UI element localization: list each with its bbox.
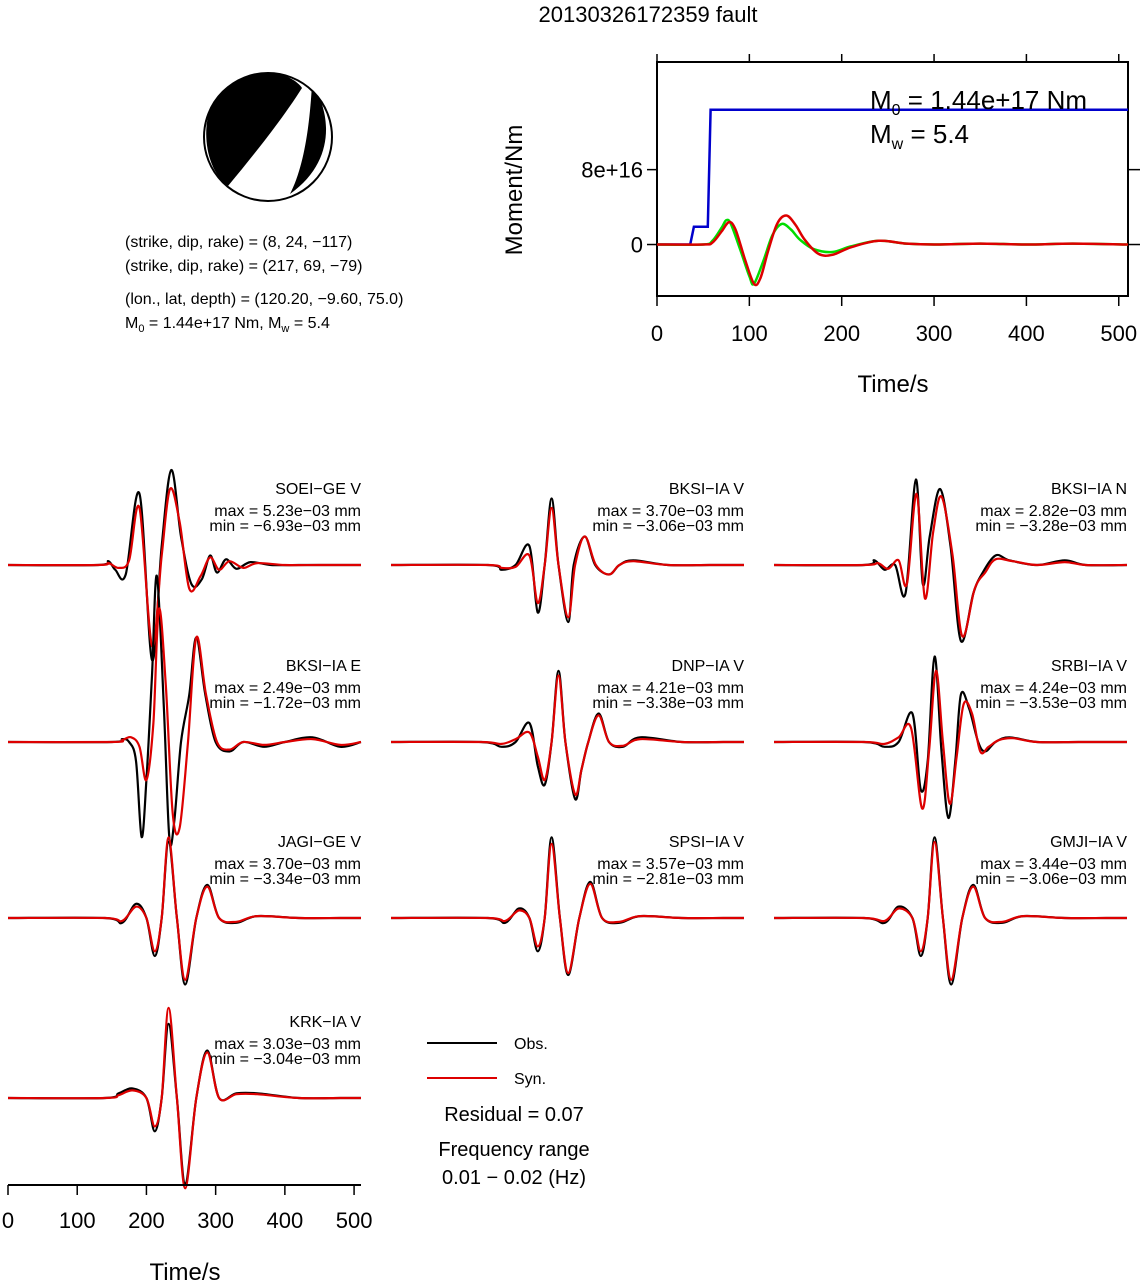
- figure-title: 20130326172359 fault: [539, 2, 758, 27]
- moment-xtick-label: 100: [731, 321, 768, 346]
- synthetic-trace: [390, 674, 744, 797]
- info-line-nodal-plane-2: (strike, dip, rake) = (217, 69, −79): [125, 258, 362, 275]
- synthetic-trace: [7, 1006, 361, 1190]
- station-max: max = 3.57e−03 mm: [597, 856, 744, 873]
- moment-ytick-label: 0: [631, 233, 643, 258]
- moment-box-m0: M0 = 1.44e+17 Nm: [870, 85, 1087, 119]
- waveform-xtick-label: 400: [267, 1208, 304, 1233]
- station-max: max = 2.82e−03 mm: [980, 503, 1127, 520]
- moment-xlabel: Time/s: [857, 371, 928, 398]
- moment-rate-line-green: [656, 218, 1129, 286]
- waveform-xtick-label: 500: [336, 1208, 373, 1233]
- moment-xtick-label: 400: [1008, 321, 1045, 346]
- legend: Obs. Syn. Residual = 0.07 Frequency rang…: [427, 1036, 590, 1189]
- moment-ytick-label: 8e+16: [581, 158, 643, 183]
- station-min: min = −3.28e−03 mm: [975, 518, 1127, 535]
- station-max: max = 4.24e−03 mm: [980, 680, 1127, 697]
- station-min: min = −3.38e−03 mm: [592, 695, 744, 712]
- station-name: SOEI−GE V: [275, 481, 361, 498]
- station-name: BKSI−IA V: [669, 481, 744, 498]
- station-min: min = −2.81e−03 mm: [592, 871, 744, 888]
- info-line-location: (lon., lat, depth) = (120.20, −9.60, 75.…: [125, 291, 403, 308]
- legend-obs-label: Obs.: [514, 1036, 548, 1053]
- legend-syn-label: Syn.: [514, 1071, 546, 1088]
- station-name: SRBI−IA V: [1051, 658, 1127, 675]
- station-min: min = −6.93e−03 mm: [209, 518, 361, 535]
- station-max: max = 2.49e−03 mm: [214, 680, 361, 697]
- moment-chart-frame: [656, 61, 1129, 297]
- station-name: JAGI−GE V: [278, 834, 361, 851]
- beachball-compressional-quadrant: [290, 84, 327, 194]
- station-max: max = 3.70e−03 mm: [214, 856, 361, 873]
- station-min: min = −3.04e−03 mm: [209, 1051, 361, 1068]
- moment-chart-series: [656, 108, 1129, 287]
- station-max: max = 3.44e−03 mm: [980, 856, 1127, 873]
- beachball-outline: [203, 72, 333, 202]
- moment-xtick-label: 200: [823, 321, 860, 346]
- moment-rate-line-red: [656, 214, 1129, 287]
- waveform-xtick-label: 0: [2, 1208, 14, 1233]
- focal-mechanism-beachball: [203, 72, 333, 202]
- beachball-compressional-quadrant: [206, 73, 302, 186]
- synthetic-trace: [390, 842, 744, 975]
- residual-text: Residual = 0.07: [444, 1104, 584, 1126]
- waveform-xlabel: Time/s: [149, 1259, 220, 1280]
- waveform-xtick-label: 100: [59, 1208, 96, 1233]
- moment-box-mw: Mw = 5.4: [870, 119, 969, 153]
- waveform-xtick-label: 200: [128, 1208, 165, 1233]
- station-name: BKSI−IA E: [286, 658, 361, 675]
- station-name: GMJI−IA V: [1050, 834, 1127, 851]
- station-max: max = 4.21e−03 mm: [597, 680, 744, 697]
- station-name: DNP−IA V: [672, 658, 745, 675]
- moment-xtick-label: 0: [651, 321, 663, 346]
- waveform-time-axis: Time/s 0 100 200 300 400 500: [2, 1184, 373, 1280]
- synthetic-trace: [7, 487, 361, 648]
- station-min: min = −3.06e−03 mm: [592, 518, 744, 535]
- frequency-range-value: 0.01 − 0.02 (Hz): [442, 1167, 586, 1189]
- synthetic-trace: [390, 506, 744, 619]
- observed-trace: [7, 574, 362, 847]
- station-name: SPSI−IA V: [669, 834, 744, 851]
- moment-chart-axes: 0 100 200 300 400 500 0 8e+16: [581, 54, 1140, 346]
- info-line-nodal-plane-1: (strike, dip, rake) = (8, 24, −117): [125, 234, 352, 251]
- synthetic-trace: [7, 607, 362, 836]
- station-name: KRK−IA V: [289, 1014, 361, 1031]
- station-min: min = −3.06e−03 mm: [975, 871, 1127, 888]
- frequency-range-title: Frequency range: [438, 1139, 589, 1161]
- synthetic-trace: [773, 840, 1127, 981]
- synthetic-trace: [773, 492, 1128, 638]
- moment-ylabel: Moment/Nm: [501, 125, 528, 256]
- moment-xtick-label: 300: [916, 321, 953, 346]
- waveform-xtick-label: 300: [197, 1208, 234, 1233]
- info-line-moment: M0 = 1.44e+17 Nm, Mw = 5.4: [125, 315, 330, 335]
- station-min: min = −3.34e−03 mm: [209, 871, 361, 888]
- synthetic-trace: [773, 669, 1127, 810]
- station-min: min = −3.53e−03 mm: [975, 695, 1127, 712]
- station-max: max = 3.03e−03 mm: [214, 1036, 361, 1053]
- synthetic-trace: [7, 836, 361, 981]
- moment-xtick-label: 500: [1100, 321, 1137, 346]
- station-max: max = 5.23e−03 mm: [214, 503, 361, 520]
- station-min: min = −1.72e−03 mm: [209, 695, 361, 712]
- station-name: BKSI−IA N: [1051, 481, 1127, 498]
- station-max: max = 3.70e−03 mm: [597, 503, 744, 520]
